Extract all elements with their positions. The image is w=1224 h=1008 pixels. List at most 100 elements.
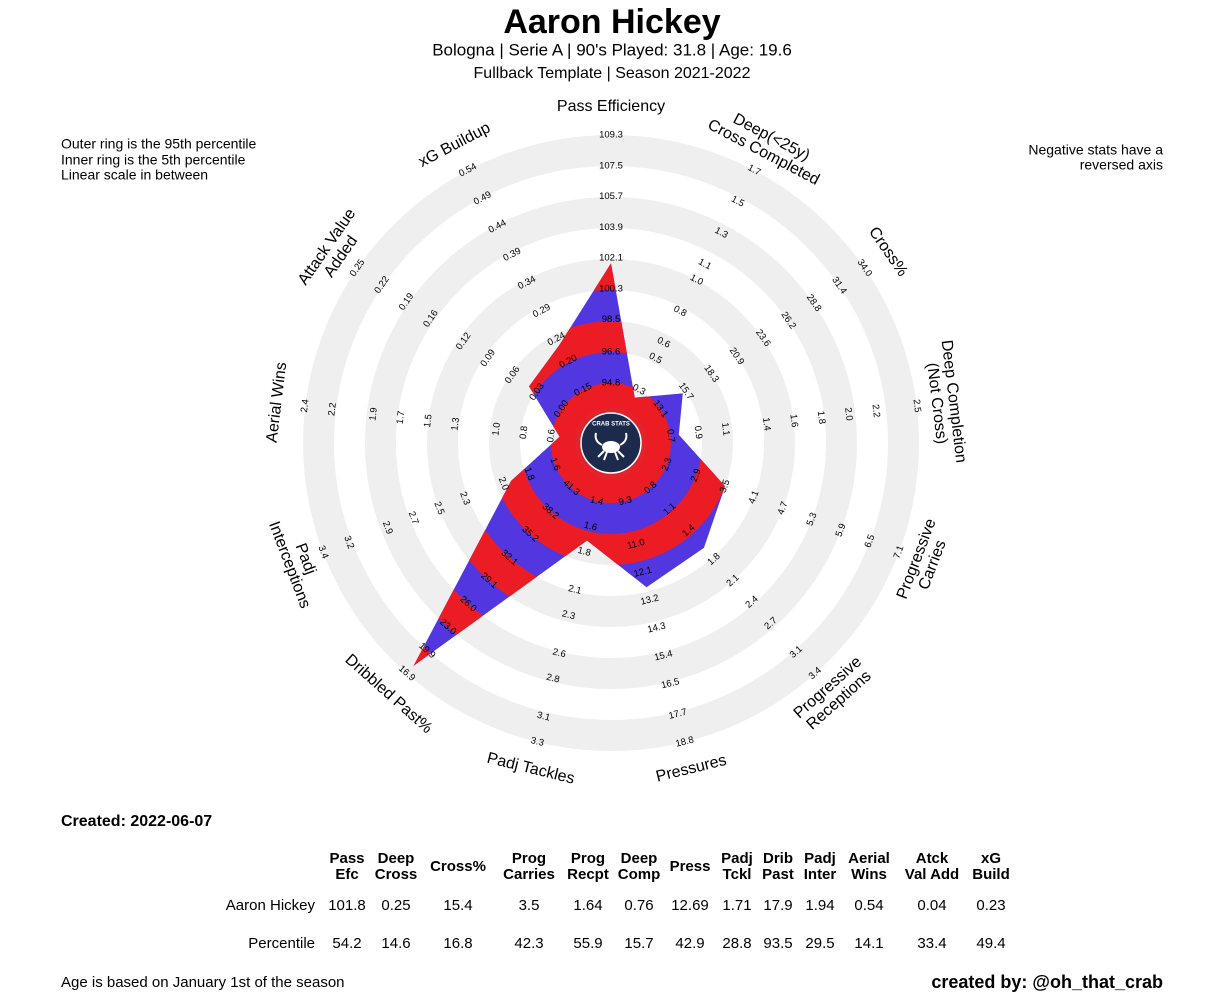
table-header: Comp: [618, 866, 661, 883]
tick-label: 0.3: [630, 382, 647, 398]
tick-label: 4.7: [776, 500, 791, 516]
table-cell: 1.94: [805, 897, 834, 914]
tick-label: 3.5: [718, 478, 733, 494]
table-header: Cross%: [430, 858, 486, 875]
table-cell: 0.54: [854, 897, 883, 914]
footer-note: Age is based on January 1st of the seaso…: [61, 974, 345, 991]
note: Negative stats have a: [1028, 142, 1163, 158]
tick-label: 6.5: [863, 533, 878, 549]
param-label: Deep Completion(Not Cross): [920, 339, 969, 466]
table-header: Build: [972, 866, 1010, 883]
tick-label: 103.9: [599, 222, 623, 233]
tick-label: 1.4: [760, 417, 773, 431]
table-cell: 14.6: [381, 935, 410, 952]
logo-text: CRAB STATS: [592, 422, 630, 428]
table-cell: 0.23: [976, 897, 1005, 914]
table-header: Tckl: [723, 866, 752, 883]
tick-label: 9.3: [618, 494, 633, 508]
tick-label: 1.8: [576, 545, 591, 559]
ring: [365, 197, 857, 689]
ring: [303, 135, 919, 751]
table-cell: 15.7: [624, 935, 653, 952]
note: Outer ring is the 95th percentile: [61, 136, 257, 152]
table-header: Prog: [512, 850, 546, 867]
note: reversed axis: [1080, 157, 1163, 173]
tick-label: 0.8: [518, 425, 531, 439]
tick-label: 94.8: [602, 378, 621, 389]
tick-label: 1.9: [367, 407, 380, 421]
table-header: Padj: [804, 850, 836, 867]
tick-label: 16.5: [660, 676, 681, 691]
tick-label: 2.2: [326, 402, 339, 416]
tick-label: 17.7: [668, 707, 689, 722]
table-header: Carries: [503, 866, 555, 883]
tick-label: 2.6: [551, 646, 566, 660]
table-header: Deep: [378, 850, 415, 867]
table-header: xG: [981, 850, 1001, 867]
radar: 94.8 96.6 98.5 100.3 102.1 103.9 105.7 107.5 109…: [264, 98, 969, 788]
tick-label: 1.5: [729, 194, 746, 210]
tick-label: 13.2: [639, 593, 660, 608]
table-cell: 49.4: [976, 935, 1005, 952]
param-label: xG Buildup: [416, 119, 493, 170]
tick-label: 2.4: [299, 399, 312, 413]
table-cell: 3.5: [519, 897, 540, 914]
tick-label: 1.8: [522, 466, 537, 482]
tick-label: 11.0: [626, 537, 646, 552]
tick-label: 2.9: [689, 467, 704, 483]
tick-label: 2.0: [842, 407, 855, 421]
param-label-line: xG Buildup: [416, 119, 493, 170]
table-cell: 29.5: [805, 935, 834, 952]
table-cell: 42.3: [514, 935, 543, 952]
table-cell: 17.9: [763, 897, 792, 914]
tick-label: 3.3: [530, 735, 545, 749]
param-label-line: Pass Efficiency: [557, 98, 665, 115]
table-header: Cross: [375, 866, 418, 883]
tick-label: 3.2: [341, 534, 356, 550]
table-header: Prog: [571, 850, 605, 867]
created-date: Created: 2022-06-07: [61, 813, 212, 830]
table-cell: 55.9: [573, 935, 602, 952]
tick-label: 1.1: [696, 256, 713, 272]
table-cell: 15.4: [443, 897, 472, 914]
table-header: Wins: [851, 866, 887, 883]
table-cell: 0.76: [624, 897, 653, 914]
tick-label: 4.1: [747, 489, 762, 505]
table-cell: 0.04: [917, 897, 946, 914]
tick-label: 1.6: [547, 456, 562, 472]
tick-label: 1.5: [422, 414, 435, 428]
tick-label: 1.6: [583, 520, 598, 534]
table-header: Inter: [804, 866, 837, 883]
tick-label: 1.3: [449, 417, 462, 431]
tick-label: 0.9: [692, 425, 705, 439]
tick-label: 14.3: [646, 620, 667, 635]
table-header: Recpt: [567, 866, 609, 883]
tick-label: 98.5: [602, 314, 621, 325]
table-header: Padj: [721, 850, 753, 867]
tick-label: 18.8: [674, 735, 695, 750]
tick-label: 12.1: [633, 565, 654, 580]
table-cell: 16.8: [443, 935, 472, 952]
tick-label: 1.1: [719, 422, 732, 436]
tick-label: 1.6: [787, 414, 800, 428]
tick-label: 100.3: [599, 283, 623, 294]
credit: created by: @oh_that_crab: [931, 972, 1163, 992]
param-label: Aerial Wins: [264, 361, 291, 443]
tick-label: 1.7: [395, 410, 408, 424]
tick-label: 0.5: [647, 351, 664, 367]
table-header: Atck: [916, 850, 949, 867]
tick-label: 2.7: [406, 510, 421, 526]
tick-label: 15.4: [653, 648, 674, 663]
table-header: Efc: [335, 866, 358, 883]
param-label: Padj Tackles: [485, 750, 576, 788]
tick-label: 105.7: [599, 191, 623, 202]
tick-label: 96.6: [602, 347, 621, 358]
tick-label: 0.8: [672, 304, 689, 320]
table-cell: 33.4: [917, 935, 946, 952]
tick-label: 1.0: [490, 422, 503, 436]
table-header: Drib: [763, 850, 793, 867]
table-cell: 14.1: [854, 935, 883, 952]
table-cell: 1.71: [722, 897, 751, 914]
